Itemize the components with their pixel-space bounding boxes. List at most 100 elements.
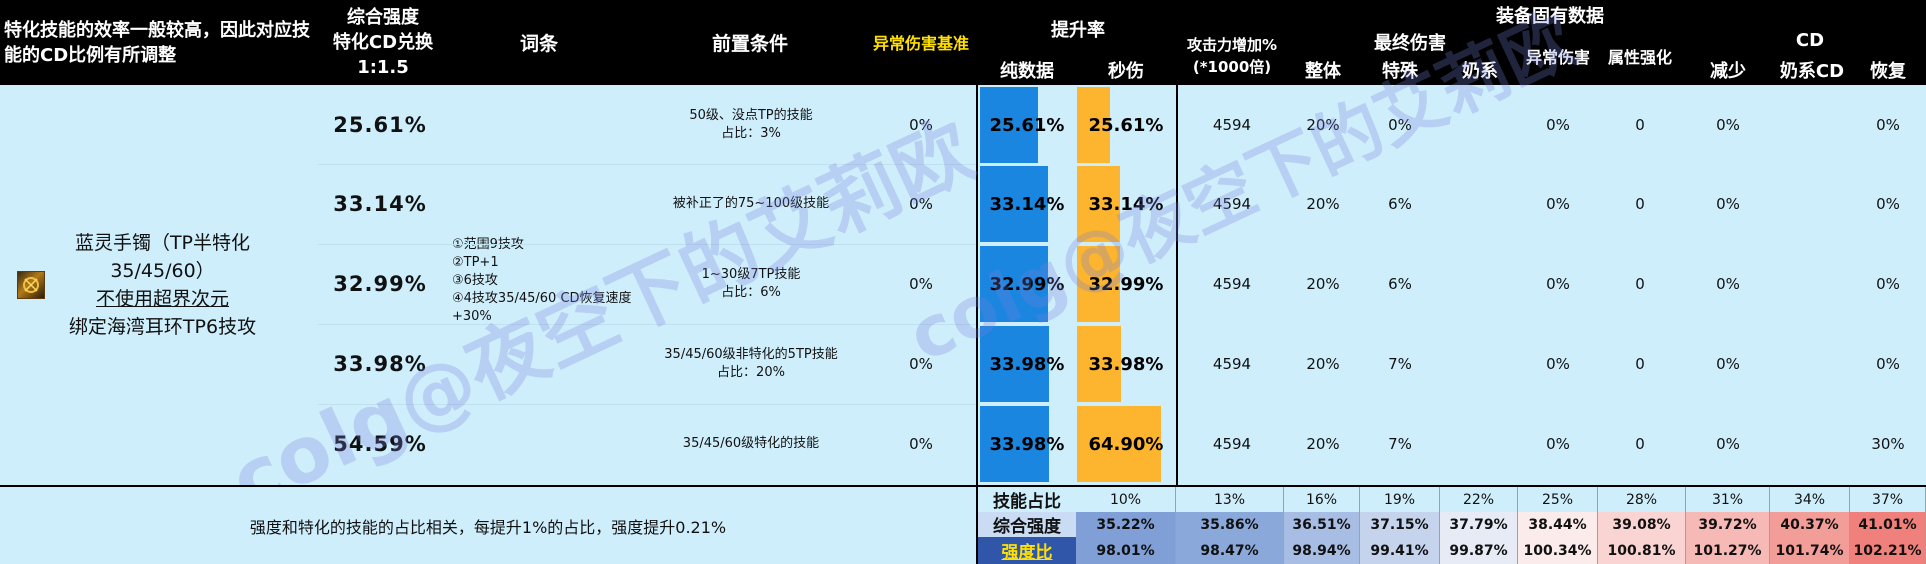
footer-note-cell: 强度和特化的技能的占比相关，每提升1%的占比，强度提升0.21% [0, 487, 976, 564]
row-reduce: 0% [1716, 354, 1740, 373]
footer-compare-cell: 101.27% [1686, 537, 1770, 564]
pure-bar-cell: 33.98% [980, 406, 1074, 482]
header-attribute: 属性强化 [1607, 48, 1672, 67]
row-nai [1440, 324, 1520, 403]
header-special: 特殊 [1382, 61, 1418, 82]
footer-score-cell: 37.15% [1360, 512, 1440, 537]
pure-bar-cell: 25.61% [980, 87, 1074, 163]
row-nai-cd [1770, 164, 1850, 243]
row-nai [1440, 164, 1520, 243]
pure-bar [980, 406, 1050, 482]
row-abnormal-base: 0% [909, 274, 933, 293]
precondition-line: 35/45/60级非特化的5TP技能 [664, 346, 838, 362]
row-overall: 20% [1306, 194, 1340, 213]
row-atk: 4594 [1212, 274, 1252, 293]
row-attr: 0 [1635, 194, 1645, 213]
pure-bar-cell: 32.99% [980, 246, 1074, 322]
row-special: 7% [1388, 434, 1412, 453]
row-score: 32.99% [333, 271, 427, 296]
pure-bar-cell: 33.14% [980, 166, 1074, 242]
row-attr: 0 [1635, 354, 1645, 373]
row-special: 7% [1388, 354, 1412, 373]
row-recover: 0% [1876, 274, 1900, 293]
footer-ratio-cell: 13% [1176, 487, 1284, 512]
footer-score-cell: 41.01% [1850, 512, 1926, 537]
footer-ratio-cell: 22% [1440, 487, 1518, 512]
header-sec: 秒伤 [1108, 61, 1144, 82]
sec-bar-label: 33.98% [1088, 353, 1164, 375]
row-recover: 30% [1871, 434, 1905, 453]
footer-score-cell: 40.37% [1770, 512, 1850, 537]
footer-ratio-cell: 19% [1360, 487, 1440, 512]
row-overall: 20% [1306, 274, 1340, 293]
bracelet-item-icon [17, 271, 45, 299]
table-header [0, 0, 1926, 85]
row-precondition: 35/45/60级非特化的5TP技能 占比：20% [640, 324, 862, 403]
header-reduce: 减少 [1710, 61, 1746, 82]
footer-ratio-cell: 28% [1598, 487, 1686, 512]
header-abnormal-base: 异常伤害基准 [872, 34, 969, 53]
sec-bar [1077, 246, 1120, 322]
row-score: 25.61% [333, 112, 427, 137]
row-abnormal-base: 0% [909, 354, 933, 373]
bracelet-glyph-icon [23, 277, 39, 293]
row-attr: 0 [1635, 434, 1645, 453]
footer-score-cell: 39.72% [1686, 512, 1770, 537]
precondition-line: 占比：20% [717, 364, 785, 380]
entry-item: ④4技攻35/45/60 CD恢复速度+30% [452, 291, 632, 324]
pure-bar [980, 246, 1048, 322]
row-special: 6% [1388, 194, 1412, 213]
pure-bar [980, 87, 1039, 163]
row-special: 0% [1388, 115, 1412, 134]
item-name: 蓝灵手镯（TP半特化 35/45/60） 不使用超界次元 绑定海湾耳环TP6技攻 [68, 232, 257, 338]
row-abn: 0% [1546, 115, 1570, 134]
row-overall: 20% [1306, 434, 1340, 453]
sec-bar-label: 32.99% [1088, 273, 1164, 295]
header-conversion: 综合强度 特化CD兑换 1:1.5 [332, 7, 434, 78]
header-final-damage: 最终伤害 [1374, 33, 1446, 54]
footer-label-score: 综合强度 [978, 512, 1076, 537]
row-nai [1440, 404, 1520, 483]
header-pure: 纯数据 [1000, 61, 1054, 82]
footer-label-compare: 强度比 [978, 537, 1076, 564]
sec-bar-cell: 33.98% [1077, 326, 1175, 402]
precondition-line: 50级、没点TP的技能 [689, 107, 813, 123]
footer-compare-cell: 98.01% [1076, 537, 1176, 564]
footer-ratio-cell: 31% [1686, 487, 1770, 512]
footer-compare-cell: 101.74% [1770, 537, 1850, 564]
footer-compare-cell: 98.94% [1284, 537, 1360, 564]
precondition-line: 占比：6% [721, 284, 781, 300]
row-atk: 4594 [1212, 115, 1252, 134]
sec-bar [1077, 87, 1111, 163]
footer-ratio-cell: 16% [1284, 487, 1360, 512]
row-divider [318, 244, 976, 245]
sec-bar-cell: 33.14% [1077, 166, 1175, 242]
footer-compare-cell: 102.21% [1850, 537, 1926, 564]
sec-bar-label: 64.90% [1088, 433, 1164, 455]
footer-score-cell: 38.44% [1518, 512, 1598, 537]
entry-item: ③6技攻 [452, 273, 498, 288]
footer-ratio-cell: 37% [1850, 487, 1926, 512]
footer-compare-cell: 98.47% [1176, 537, 1284, 564]
row-precondition: 50级、没点TP的技能 占比：3% [640, 85, 862, 164]
row-precondition: 35/45/60级特化的技能 [640, 404, 862, 483]
footer-compare-cell: 99.41% [1360, 537, 1440, 564]
footer-compare-cell: 99.87% [1440, 537, 1518, 564]
entry-item: ②TP+1 [452, 255, 499, 270]
row-abn: 0% [1546, 354, 1570, 373]
sec-bar-label: 25.61% [1088, 114, 1164, 136]
row-overall: 20% [1306, 115, 1340, 134]
row-recover: 0% [1876, 115, 1900, 134]
pure-bar-label: 33.14% [989, 193, 1065, 215]
pure-bar [980, 166, 1049, 242]
row-abnormal-base: 0% [909, 194, 933, 213]
pure-bar [980, 326, 1050, 402]
row-nai-cd [1770, 85, 1850, 164]
entry-list: ①范围9技攻 ②TP+1 ③6技攻 ④4技攻35/45/60 CD恢复速度+30… [452, 236, 632, 326]
divider [976, 487, 978, 564]
pure-bar-label: 33.98% [989, 433, 1065, 455]
header-note: 特化技能的效率一般较高，因此对应技能的CD比例有所调整 [4, 20, 310, 66]
row-abn: 0% [1546, 194, 1570, 213]
header-attack: 攻击力增加% (*1000倍) [1186, 36, 1278, 76]
row-nai-cd [1770, 404, 1850, 483]
